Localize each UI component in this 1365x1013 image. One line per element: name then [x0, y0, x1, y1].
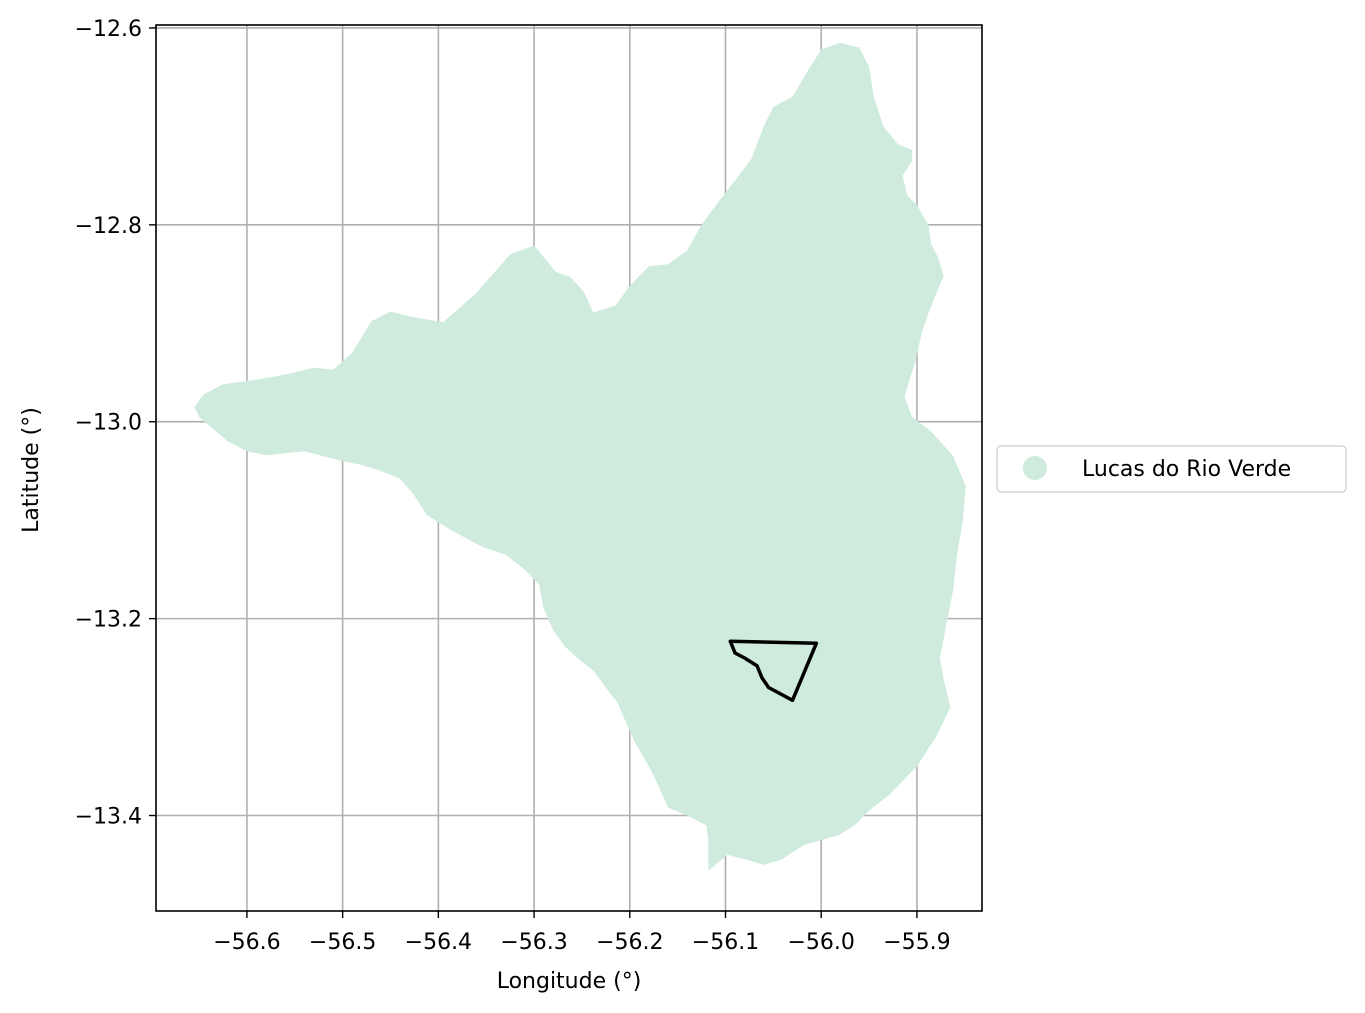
- y-tick-label: −12.6: [75, 17, 142, 42]
- region-lucas-do-rio-verde: [194, 42, 966, 870]
- legend-box: [996, 445, 1347, 493]
- y-tick-label: −13.2: [75, 608, 142, 633]
- x-tick-label: −56.6: [213, 930, 280, 955]
- x-axis-ticks: −56.6 −56.5 −56.4 −56.3 −56.2 −56.1 −56.0 −55.9: [213, 911, 951, 955]
- x-tick-label: −56.0: [787, 930, 854, 955]
- x-axis-label: Longitude (°): [497, 969, 642, 994]
- x-tick-label: −56.5: [309, 930, 376, 955]
- x-tick-label: −55.9: [883, 930, 950, 955]
- x-tick-label: −56.2: [596, 930, 663, 955]
- y-tick-label: −13.0: [75, 411, 142, 436]
- y-axis-label: Latitude (°): [19, 407, 44, 533]
- legend: Lucas do Rio Verde: [996, 445, 1347, 493]
- legend-entry-label: Lucas do Rio Verde: [1082, 457, 1291, 482]
- y-tick-label: −12.8: [75, 214, 142, 239]
- x-tick-label: −56.3: [500, 930, 567, 955]
- highlight-outline: [728, 639, 819, 703]
- legend-marker: [1023, 456, 1047, 480]
- x-tick-label: −56.4: [405, 930, 472, 955]
- y-axis-ticks: −12.6 −12.8 −13.0 −13.2 −13.4: [75, 17, 156, 830]
- x-tick-label: −56.1: [692, 930, 759, 955]
- plot-frame: [155, 24, 983, 912]
- y-tick-label: −13.4: [75, 805, 142, 830]
